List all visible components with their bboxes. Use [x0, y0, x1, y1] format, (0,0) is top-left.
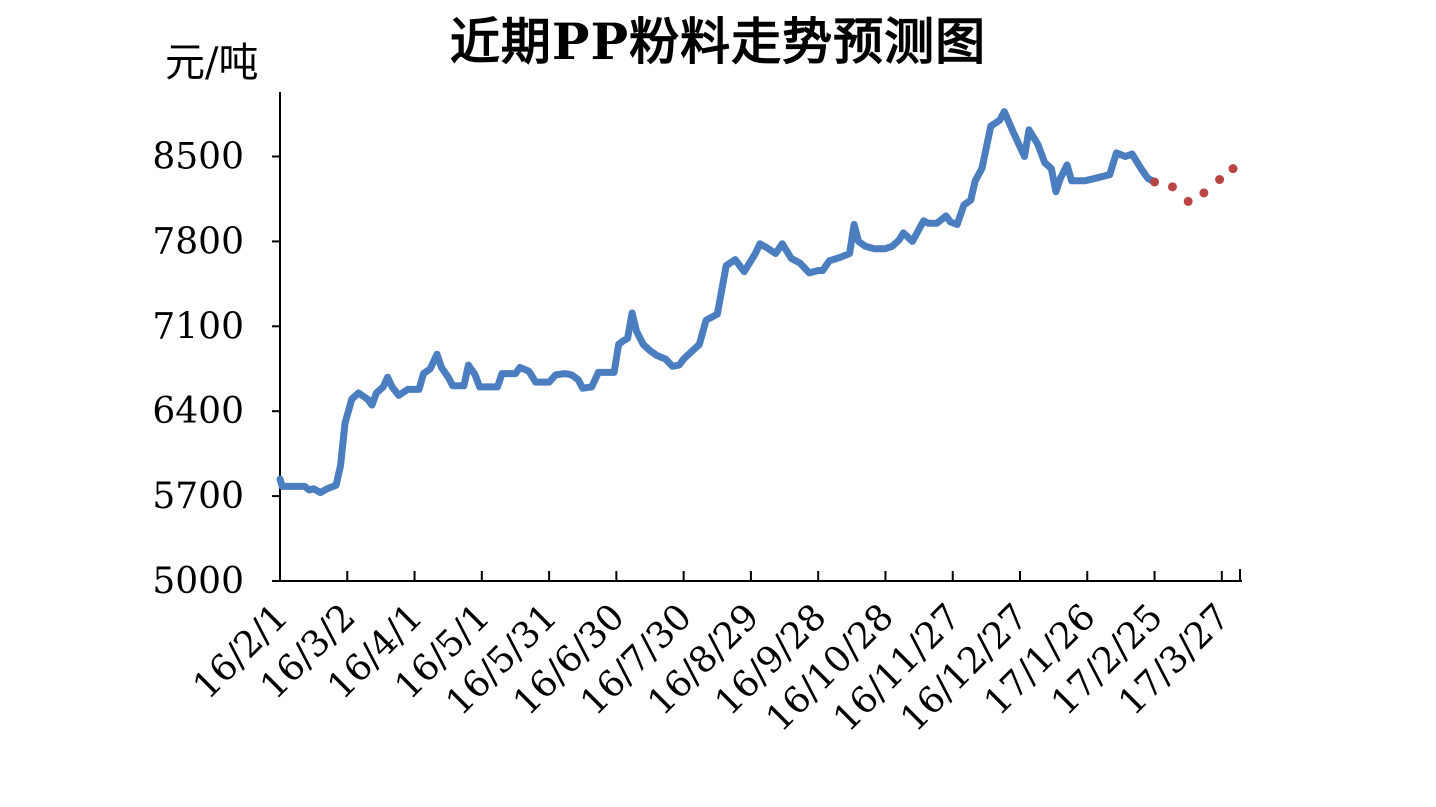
forecast-point [1215, 175, 1225, 185]
chart-title: 近期PP粉料走势预测图 [449, 12, 987, 71]
forecast-point [1183, 196, 1193, 206]
y-tick-label: 7800 [152, 221, 244, 262]
forecast-point [1167, 182, 1177, 192]
forecast-point [1150, 177, 1160, 187]
y-tick-label: 8500 [152, 137, 244, 178]
x-tick-group: 16/2/116/3/216/4/116/5/116/5/3116/6/3016… [185, 569, 1241, 740]
series-line-actual [276, 108, 1158, 496]
y-tick-label: 7100 [152, 306, 244, 347]
forecast-point [1199, 188, 1209, 198]
y-tick-label: 5700 [152, 476, 244, 517]
y-tick-label: 5000 [152, 561, 244, 602]
y-tick-group: 5000 5700 6400 7100 7800 8500 [152, 137, 280, 602]
forecast-point [1228, 164, 1238, 174]
y-axis-unit-label: 元/吨 [165, 40, 259, 86]
series-group [276, 108, 1238, 496]
y-tick-label: 6400 [152, 391, 244, 432]
